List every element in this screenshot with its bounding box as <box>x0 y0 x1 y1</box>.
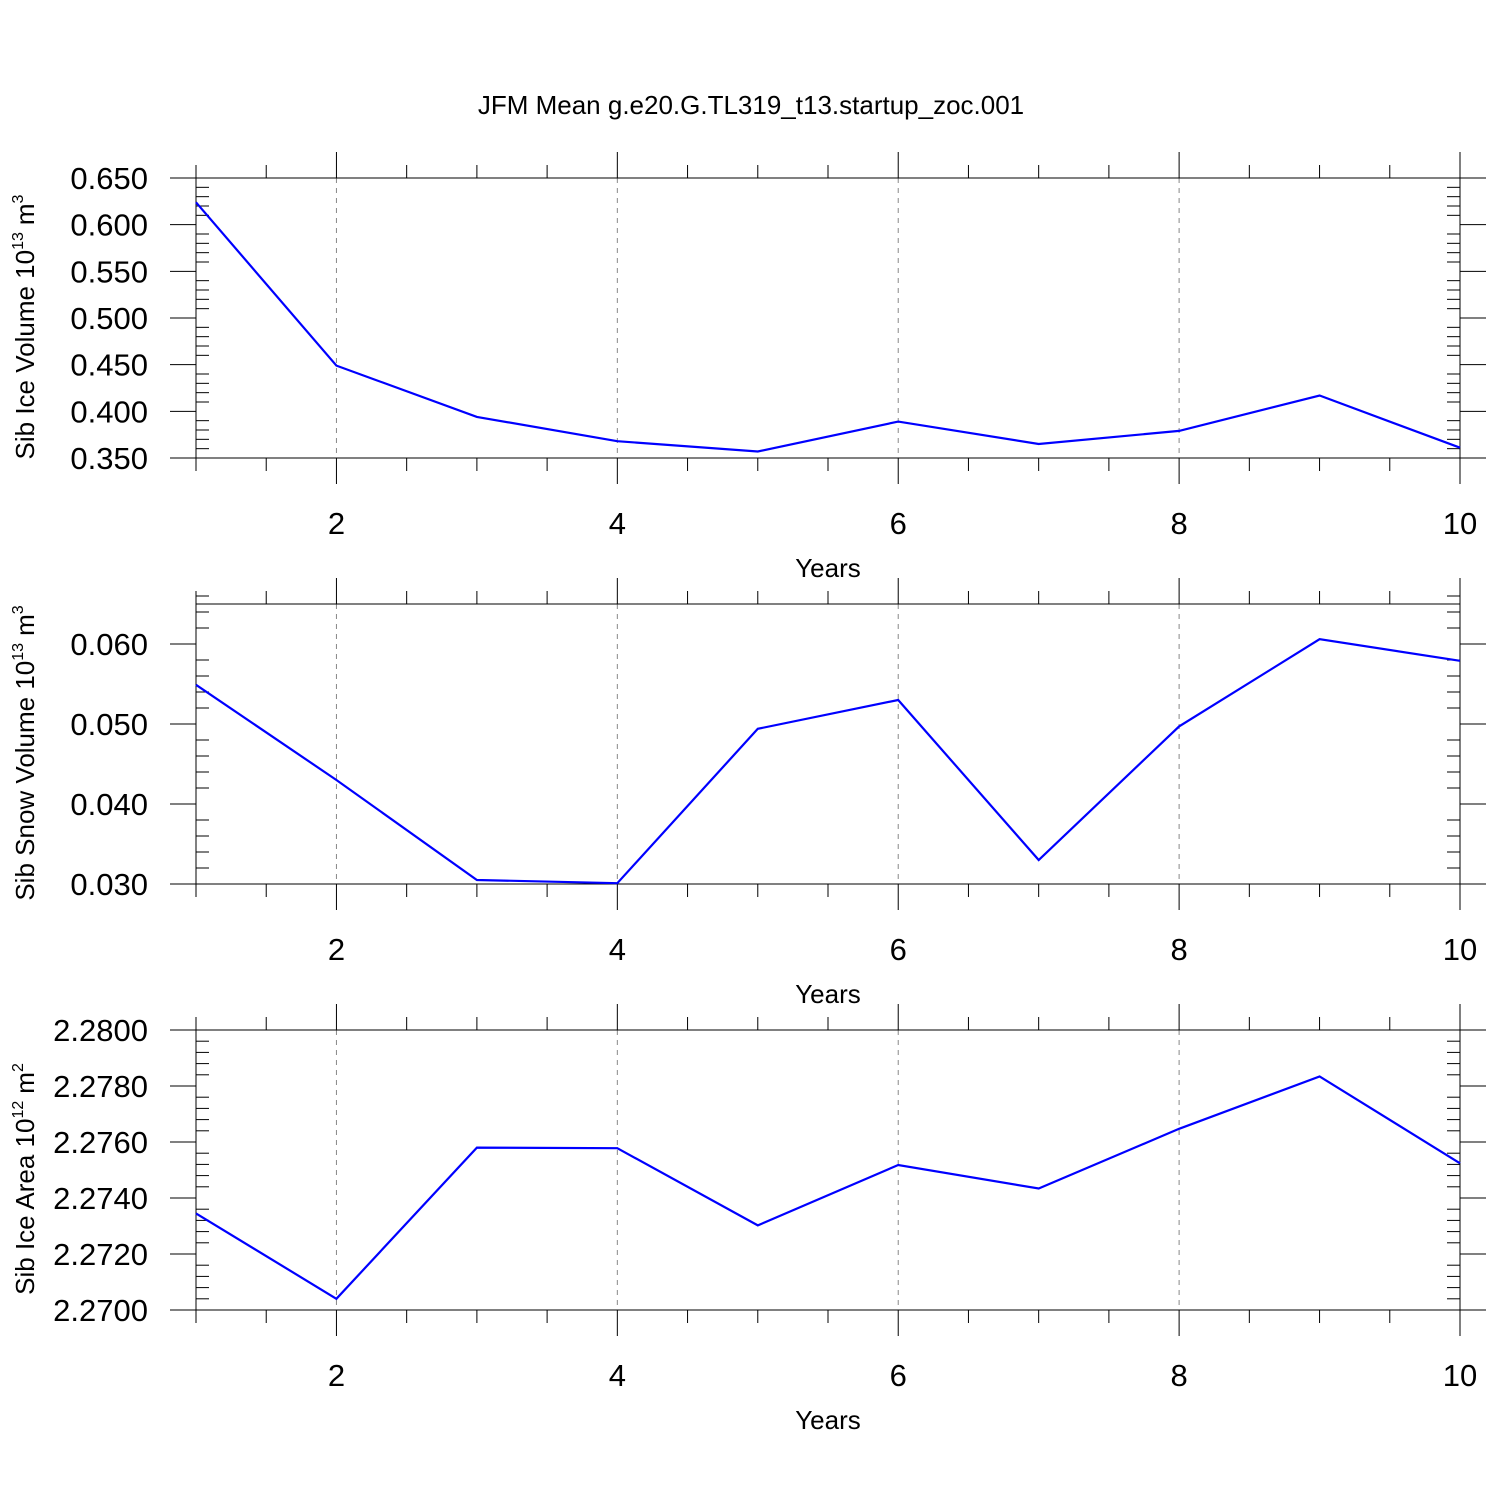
x-tick-label: 2 <box>328 506 345 541</box>
y-axis-label-text: Sib Ice Volume 10 <box>10 250 40 460</box>
y-axis-label-unit: m <box>10 614 40 636</box>
panel-3: 2 4 6 8 10 2.2700 2.2720 2.2740 2.2760 2.2780 2.28… <box>10 1004 1486 1435</box>
y-axis-label-unit: m <box>10 1072 40 1094</box>
x-tick-label: 8 <box>1170 1358 1187 1393</box>
y-axis-label-text: Sib Snow Volume 10 <box>10 661 40 901</box>
y-tick-label: 2.2760 <box>53 1125 148 1160</box>
y-tick-label: 0.050 <box>70 707 148 742</box>
y-tick-label: 0.030 <box>70 867 148 902</box>
series-line-1 <box>195 638 1461 885</box>
x-tick-label: 4 <box>609 1358 626 1393</box>
x-tick-label: 4 <box>609 932 626 967</box>
y-tick-label: 2.2800 <box>53 1013 148 1048</box>
y-tick-label: 0.650 <box>70 161 148 196</box>
panel-2: 2 4 6 8 10 0.030 0.040 0.050 0.060 Years Sib Snow … <box>10 578 1486 1009</box>
y-axis-label: Sib Ice Volume 1013 m3 <box>10 194 40 459</box>
plot-frame <box>195 177 1461 459</box>
x-tick-label: 2 <box>328 932 345 967</box>
y-axis-label-unit-exponent: 2 <box>10 1063 27 1072</box>
x-tick-label: 4 <box>609 506 626 541</box>
x-tick-label: 6 <box>890 1358 907 1393</box>
series-line-1 <box>195 201 1461 453</box>
y-axis-label-exponent: 13 <box>10 232 27 250</box>
y-tick-label: 0.550 <box>70 254 148 289</box>
y-tick-label: 0.600 <box>70 208 148 243</box>
y-axis-label-exponent: 13 <box>10 643 27 661</box>
x-axis-label: Years <box>795 1405 861 1435</box>
figure-title: JFM Mean g.e20.G.TL319_t13.startup_zoc.0… <box>478 90 1024 120</box>
y-tick-label: 0.400 <box>70 394 148 429</box>
series-line-1 <box>195 1075 1461 1301</box>
y-axis-label: Sib Ice Area 1012 m2 <box>10 1063 40 1295</box>
y-tick-label: 0.040 <box>70 787 148 822</box>
y-axis-label-exponent: 12 <box>10 1101 27 1119</box>
x-tick-label: 8 <box>1170 932 1187 967</box>
panel-1: 2 4 6 8 10 0.350 0.400 0.450 0.500 0.550 0.600 0.65… <box>10 152 1486 583</box>
y-tick-label: 0.500 <box>70 301 148 336</box>
y-axis-label-unit: m <box>10 203 40 225</box>
x-tick-label: 10 <box>1443 1358 1477 1393</box>
y-tick-label: 0.350 <box>70 441 148 476</box>
x-tick-label: 10 <box>1443 932 1477 967</box>
y-tick-label: 0.450 <box>70 348 148 383</box>
x-tick-label: 2 <box>328 1358 345 1393</box>
y-tick-label: 2.2720 <box>53 1237 148 1272</box>
x-tick-label: 6 <box>890 506 907 541</box>
x-tick-label: 8 <box>1170 506 1187 541</box>
plot-frame <box>195 603 1461 885</box>
y-tick-label: 2.2700 <box>53 1293 148 1328</box>
y-tick-label: 2.2780 <box>53 1069 148 1104</box>
y-tick-label: 2.2740 <box>53 1181 148 1216</box>
y-axis-label-unit-exponent: 3 <box>10 194 27 203</box>
plot-frame <box>195 1029 1461 1311</box>
panels-group: 2 4 6 8 10 0.350 0.400 0.450 0.500 0.550 0.600 0.65… <box>10 152 1486 1435</box>
x-axis-label: Years <box>795 979 861 1009</box>
y-axis-label-text: Sib Ice Area 10 <box>10 1119 40 1295</box>
x-tick-label: 10 <box>1443 506 1477 541</box>
x-tick-label: 6 <box>890 932 907 967</box>
y-axis-label: Sib Snow Volume 1013 m3 <box>10 605 40 900</box>
x-axis-label: Years <box>795 553 861 583</box>
y-tick-label: 0.060 <box>70 627 148 662</box>
y-axis-label-unit-exponent: 3 <box>10 605 27 614</box>
